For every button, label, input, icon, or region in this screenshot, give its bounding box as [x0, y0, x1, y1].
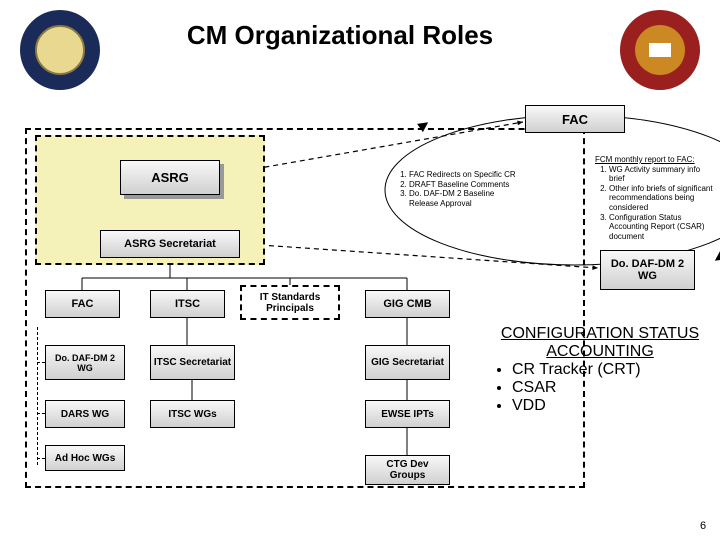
page-number: 6 [700, 520, 706, 532]
box-dodaf_wg_r: Do. DAF-DM 2 WG [600, 250, 695, 290]
box-dodaf_wg_l: Do. DAF-DM 2 WG [45, 345, 125, 380]
box-itsc_sec: ITSC Secretariat [150, 345, 235, 380]
dod-seal-left [20, 10, 100, 90]
csa-list: CR Tracker (CRT)CSARVDD [490, 361, 710, 415]
csa-title: CONFIGURATION STATUS ACCOUNTING [490, 325, 710, 361]
box-fac_l: FAC [45, 290, 120, 318]
seal-right [620, 10, 700, 90]
box-fac_top: FAC [525, 105, 625, 133]
page-title: CM Organizational Roles [120, 20, 560, 51]
box-itsc: ITSC [150, 290, 225, 318]
box-dars_wg: DARS WG [45, 400, 125, 428]
box-ctg: CTG Dev Groups [365, 455, 450, 485]
fac-list-right: FCM monthly report to FAC:WG Activity su… [595, 155, 715, 241]
box-ewse: EWSE IPTs [365, 400, 450, 428]
csa-block: CONFIGURATION STATUS ACCOUNTING CR Track… [490, 325, 710, 415]
box-itsc_wgs: ITSC WGs [150, 400, 235, 428]
box-asrg: ASRG [120, 160, 220, 195]
box-asrg_sec: ASRG Secretariat [100, 230, 240, 258]
fac-list-left: FAC Redirects on Specific CRDRAFT Baseli… [395, 170, 525, 208]
box-it_std: IT Standards Principals [240, 285, 340, 320]
box-gig_sec: GIG Secretariat [365, 345, 450, 380]
box-adhoc: Ad Hoc WGs [45, 445, 125, 471]
box-gig_cmb: GIG CMB [365, 290, 450, 318]
